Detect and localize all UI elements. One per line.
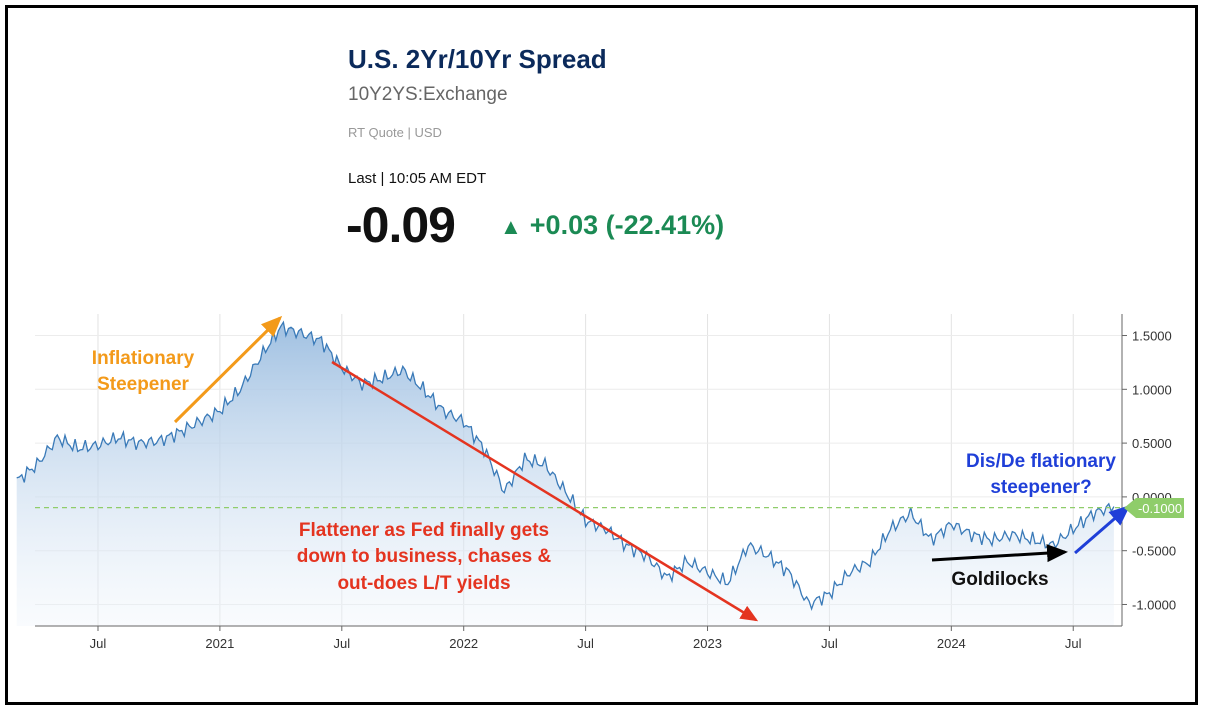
annotation-flattener-3: out-does L/T yields bbox=[337, 573, 510, 594]
x-tick-label: Jul bbox=[821, 636, 838, 651]
flattener-arrow bbox=[331, 360, 759, 622]
x-tick-label: Jul bbox=[333, 636, 350, 651]
last-quote-time: Last | 10:05 AM EDT bbox=[348, 170, 487, 187]
x-tick-label: Jul bbox=[90, 636, 107, 651]
disinflation-arrow bbox=[1074, 505, 1131, 555]
area-fill bbox=[16, 322, 1114, 626]
inflationary-arrow bbox=[173, 315, 283, 424]
y-tick-label: -1.0000 bbox=[1132, 597, 1176, 612]
annotation-goldilocks: Goldilocks bbox=[951, 569, 1048, 590]
annotation-flattener-1: Flattener as Fed finally gets bbox=[299, 520, 549, 541]
up-triangle-icon: ▲ bbox=[500, 214, 522, 239]
current-value-label: -0.1000 bbox=[1138, 501, 1182, 516]
x-tick-label: Jul bbox=[577, 636, 594, 651]
change-value: +0.03 (-22.41%) bbox=[529, 210, 725, 240]
annotation-steepener: Steepener bbox=[97, 374, 189, 395]
x-tick-label: 2021 bbox=[205, 636, 234, 651]
y-tick-label: 0.5000 bbox=[1132, 436, 1172, 451]
x-tick-label: Jul bbox=[1065, 636, 1082, 651]
y-tick-label: 1.5000 bbox=[1132, 329, 1172, 344]
quote-info: RT Quote | USD bbox=[348, 125, 442, 140]
y-tick-label: 1.0000 bbox=[1132, 382, 1172, 397]
goldilocks-arrow bbox=[931, 544, 1068, 563]
annotation-inflationary: Inflationary bbox=[92, 348, 195, 369]
x-tick-label: 2022 bbox=[449, 636, 478, 651]
x-tick-label: 2023 bbox=[693, 636, 722, 651]
symbol-label: 10Y2YS:Exchange bbox=[348, 84, 508, 105]
annotation-disinflation-1: Dis/De flationary bbox=[966, 451, 1116, 472]
y-tick-label: -0.5000 bbox=[1132, 544, 1176, 559]
annotation-disinflation-2: steepener? bbox=[990, 477, 1091, 498]
last-price: -0.09 bbox=[346, 197, 456, 253]
spread-line bbox=[16, 320, 1115, 611]
x-tick-label: 2024 bbox=[937, 636, 966, 651]
price-change: ▲ +0.03 (-22.41%) bbox=[500, 210, 724, 241]
current-value-marker bbox=[1124, 498, 1184, 518]
annotation-flattener-2: down to business, chases & bbox=[297, 546, 552, 567]
page-title: U.S. 2Yr/10Yr Spread bbox=[348, 44, 607, 74]
